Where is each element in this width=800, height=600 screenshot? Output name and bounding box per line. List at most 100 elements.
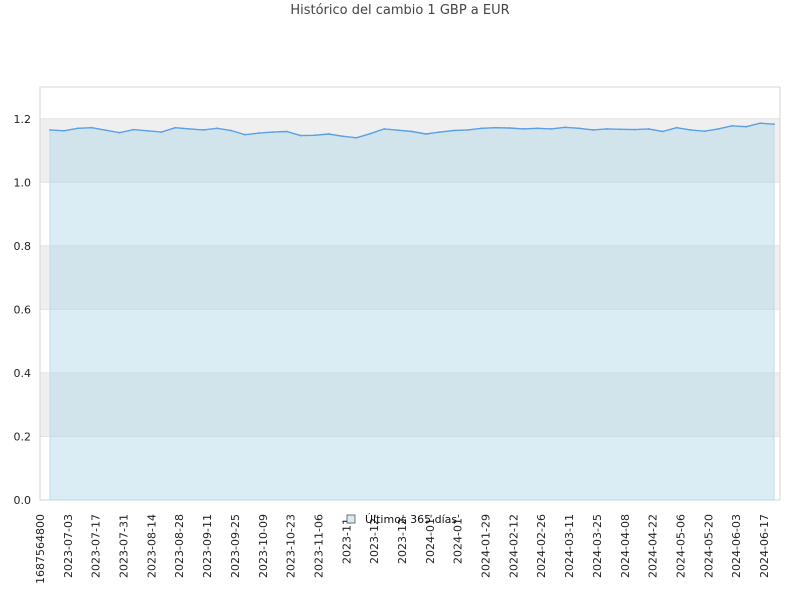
x-tick-label: 2023-07-31 <box>118 514 131 578</box>
x-tick-label: 2023-12- <box>396 514 409 564</box>
data-point <box>383 127 386 130</box>
data-point <box>160 131 163 134</box>
grid-band <box>40 118 780 183</box>
data-point <box>271 131 274 134</box>
grid-bands <box>40 87 780 437</box>
data-point <box>202 129 205 131</box>
data-point <box>313 134 316 137</box>
y-tick-label: 0.6 <box>14 303 32 316</box>
data-point <box>466 129 469 131</box>
data-point <box>341 135 344 138</box>
data-point <box>327 133 330 135</box>
data-point <box>174 126 177 129</box>
x-tick-label: 2023-10-23 <box>285 514 298 578</box>
x-tick-label: 2024-03-11 <box>563 514 576 578</box>
data-point <box>522 127 525 130</box>
data-point <box>104 129 107 132</box>
data-point <box>619 128 622 131</box>
y-tick-label: 0.8 <box>14 240 32 253</box>
series-layer <box>49 122 775 501</box>
x-tick-label: 2024-01- <box>424 514 437 564</box>
y-tick-label: 0.4 <box>14 367 32 380</box>
data-point <box>216 127 219 130</box>
data-point <box>773 123 775 126</box>
grid-band <box>40 245 780 310</box>
x-tick-label: 2023-10-09 <box>257 514 270 578</box>
x-tick-label: 2023-09-11 <box>201 514 214 578</box>
data-point <box>49 129 51 131</box>
y-axis: 0.0 0.2 0.4 0.6 0.8 1.0 1.2 <box>14 113 32 507</box>
y-tick-label: 0.2 <box>14 430 32 443</box>
x-tick-label: 2024-05-06 <box>675 514 688 578</box>
data-point <box>230 129 232 132</box>
x-tick-label: 2024-04-22 <box>647 514 660 578</box>
x-tick-label: 2023-11- <box>340 514 353 564</box>
data-point <box>508 127 511 129</box>
data-point <box>606 127 608 130</box>
x-tick-label: 2023-07-17 <box>90 514 103 578</box>
data-point <box>63 129 65 132</box>
data-point <box>285 130 288 133</box>
data-point <box>480 127 483 130</box>
x-tick-label: 2024-06-03 <box>730 514 743 578</box>
series-area <box>49 122 775 501</box>
grid-band <box>40 372 780 437</box>
data-point <box>759 122 761 125</box>
legend[interactable]: Últimos 365 días <box>346 513 457 526</box>
x-tick-label: 1687564800 <box>34 514 47 584</box>
data-point <box>703 130 706 133</box>
data-point <box>717 127 720 130</box>
data-point <box>452 129 455 132</box>
data-point <box>745 125 748 128</box>
data-point <box>397 129 399 132</box>
data-point <box>188 127 191 130</box>
x-tick-label: 2024-01- <box>452 514 465 564</box>
x-tick-label: 2023-07-03 <box>62 514 75 578</box>
x-axis: 1687564800 2023-07-03 2023-07-17 2023-07-31… <box>34 514 771 584</box>
y-tick-label: 1.0 <box>14 176 32 189</box>
data-point <box>661 130 664 133</box>
y-tick-label: 0.0 <box>14 494 32 507</box>
data-point <box>592 129 594 131</box>
x-tick-label: 2024-02-12 <box>507 514 520 578</box>
data-point <box>675 126 678 129</box>
data-point <box>578 127 580 130</box>
x-tick-label: 2024-02-26 <box>535 514 548 578</box>
data-point <box>494 126 497 129</box>
data-point <box>411 130 413 133</box>
chart-title: Histórico del cambio 1 GBP a EUR <box>290 3 510 18</box>
grid-band <box>40 87 780 119</box>
data-point <box>244 133 246 136</box>
data-point <box>299 134 302 137</box>
x-tick-label: 2024-03-25 <box>591 514 604 578</box>
legend-swatch[interactable] <box>346 514 356 524</box>
data-point <box>647 127 650 130</box>
x-tick-label: 2023-12- <box>368 514 381 564</box>
data-point <box>90 126 93 129</box>
legend-label[interactable]: Últimos 365 días <box>365 513 457 526</box>
data-point <box>118 131 121 134</box>
data-point <box>132 128 135 131</box>
x-tick-label: 2023-08-28 <box>173 514 186 578</box>
data-point <box>689 129 692 131</box>
x-tick-label: 2024-04-08 <box>619 514 632 578</box>
data-point <box>438 131 441 134</box>
data-point <box>633 128 636 131</box>
x-tick-label: 2023-11-06 <box>313 514 326 578</box>
data-point <box>564 126 567 129</box>
data-point <box>257 132 260 135</box>
data-point <box>369 132 372 135</box>
data-point <box>76 127 79 130</box>
data-point <box>731 124 734 127</box>
x-tick-label: 2023-08-14 <box>145 514 158 578</box>
data-point <box>146 129 149 132</box>
data-point <box>355 136 358 139</box>
data-point <box>550 127 553 130</box>
x-tick-label: 2024-01-29 <box>480 514 493 578</box>
data-point <box>425 133 427 135</box>
data-point <box>536 127 539 130</box>
y-tick-label: 1.2 <box>14 113 32 126</box>
x-tick-label: 2024-05-20 <box>702 514 715 578</box>
x-tick-label: 2023-09-25 <box>229 514 242 578</box>
